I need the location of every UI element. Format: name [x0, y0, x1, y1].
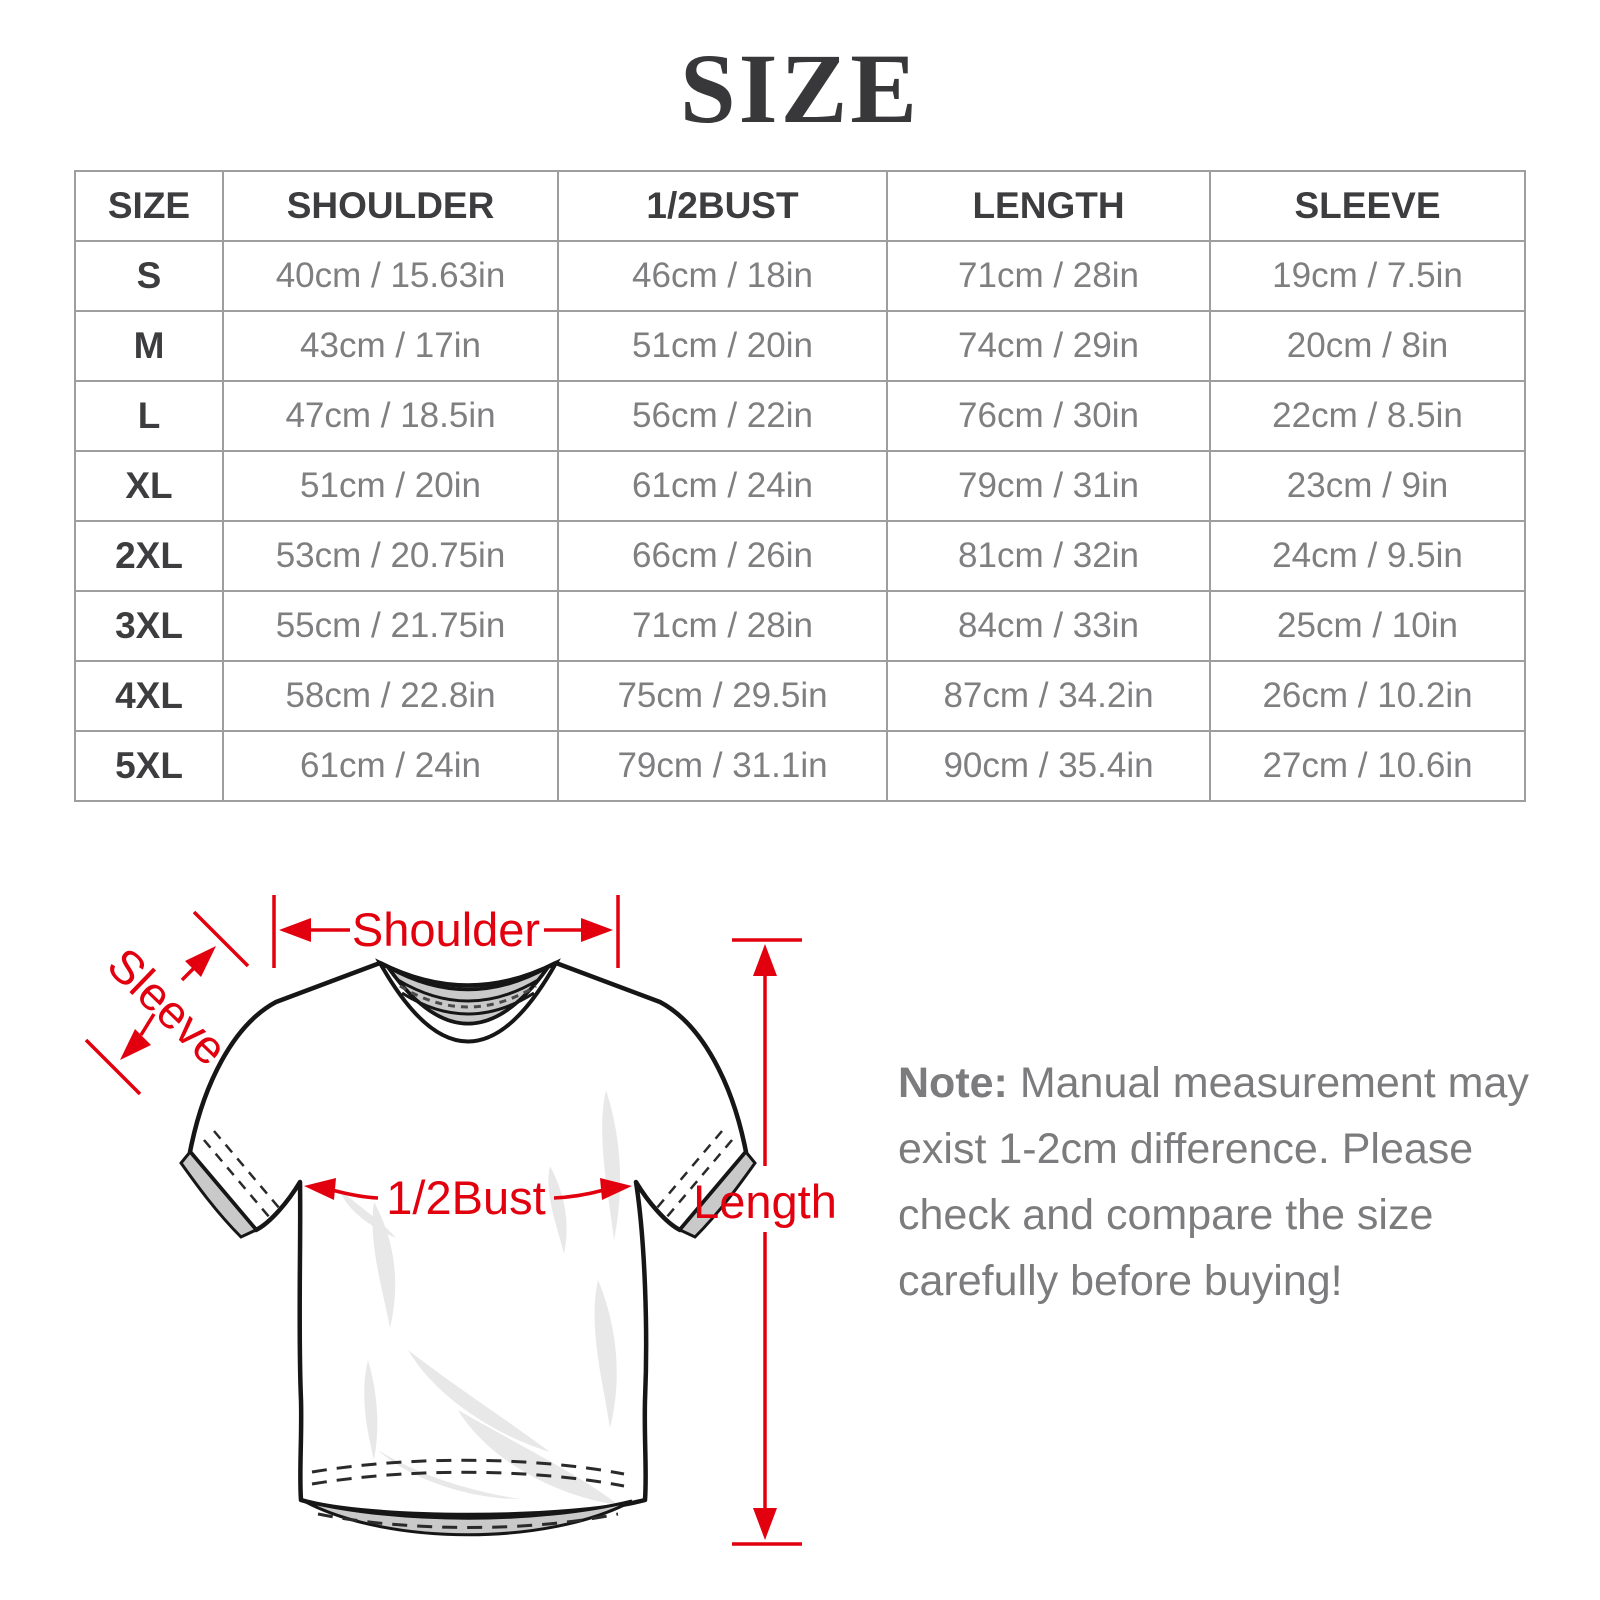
shoulder-cell: 53cm / 20.75in — [222, 520, 559, 592]
bust-arrow: 1/2Bust — [304, 1171, 632, 1224]
note-line: exist 1-2cm difference. Please — [898, 1125, 1474, 1173]
shoulder-cell: 58cm / 22.8in — [222, 660, 559, 732]
bust-cell: 79cm / 31.1in — [557, 730, 888, 802]
length-cell: 79cm / 31in — [886, 450, 1211, 522]
bust-cell: 51cm / 20in — [557, 310, 888, 382]
length-cell: 87cm / 34.2in — [886, 660, 1211, 732]
table-row-xl: XL 51cm / 20in 61cm / 24in 79cm / 31in 2… — [74, 450, 1526, 522]
collar-inner — [386, 965, 550, 1026]
note-text: Note: Manual measurement may exist 1-2cm… — [898, 1050, 1548, 1314]
hem-underside — [303, 1499, 633, 1537]
bust-cell: 46cm / 18in — [557, 240, 888, 312]
sleeve-cell: 22cm / 8.5in — [1209, 380, 1526, 452]
sleeve-cell: 20cm / 8in — [1209, 310, 1526, 382]
shoulder-cell: 51cm / 20in — [222, 450, 559, 522]
note-line: Note: Manual measurement may — [898, 1050, 1548, 1116]
shoulder-cell: 61cm / 24in — [222, 730, 559, 802]
bust-label: 1/2Bust — [386, 1171, 545, 1224]
column-header-length: LENGTH — [886, 170, 1211, 242]
column-header-shoulder: SHOULDER — [222, 170, 559, 242]
shoulder-cell: 40cm / 15.63in — [222, 240, 559, 312]
table-row-l: L 47cm / 18.5in 56cm / 22in 76cm / 30in … — [74, 380, 1526, 452]
size-table: SIZE SHOULDER 1/2BUST LENGTH SLEEVE S 40… — [74, 170, 1526, 802]
shoulder-cell: 55cm / 21.75in — [222, 590, 559, 662]
length-cell: 84cm / 33in — [886, 590, 1211, 662]
left-cuff-underside — [179, 1149, 259, 1239]
size-cell: 3XL — [74, 590, 224, 662]
size-cell: XL — [74, 450, 224, 522]
tshirt-drawing — [179, 958, 757, 1537]
measurement-diagram: Shoulder Sleeve — [0, 850, 1600, 1600]
sleeve-cell: 26cm / 10.2in — [1209, 660, 1526, 732]
length-cell: 90cm / 35.4in — [886, 730, 1211, 802]
collar-stitching — [397, 978, 539, 1016]
note-line-text: Manual measurement may — [1019, 1059, 1529, 1107]
sleeve-cell: 23cm / 9in — [1209, 450, 1526, 522]
shoulder-cell: 47cm / 18.5in — [222, 380, 559, 452]
fabric-wrinkles — [340, 1090, 621, 1505]
shoulder-arrow: Shoulder — [272, 895, 620, 968]
column-header-size: SIZE — [74, 170, 224, 242]
size-cell: 2XL — [74, 520, 224, 592]
table-row-s: S 40cm / 15.63in 46cm / 18in 71cm / 28in… — [74, 240, 1526, 312]
bust-cell: 56cm / 22in — [557, 380, 888, 452]
tshirt-body — [187, 960, 749, 1518]
table-row-2xl: 2XL 53cm / 20.75in 66cm / 26in 81cm / 32… — [74, 520, 1526, 592]
shoulder-label: Shoulder — [352, 903, 540, 956]
length-cell: 74cm / 29in — [886, 310, 1211, 382]
column-header-bust: 1/2BUST — [557, 170, 888, 242]
table-row-5xl: 5XL 61cm / 24in 79cm / 31.1in 90cm / 35.… — [74, 730, 1526, 802]
tshirt-diagram-svg: Shoulder Sleeve — [84, 895, 837, 1546]
hem-stitching — [311, 1458, 625, 1529]
length-cell: 76cm / 30in — [886, 380, 1211, 452]
size-cell: M — [74, 310, 224, 382]
size-cell: L — [74, 380, 224, 452]
sleeve-cell: 24cm / 9.5in — [1209, 520, 1526, 592]
table-row-3xl: 3XL 55cm / 21.75in 71cm / 28in 84cm / 33… — [74, 590, 1526, 662]
length-cell: 71cm / 28in — [886, 240, 1211, 312]
column-header-sleeve: SLEEVE — [1209, 170, 1526, 242]
bust-cell: 71cm / 28in — [557, 590, 888, 662]
size-cell: 5XL — [74, 730, 224, 802]
note-line: check and compare the size — [898, 1191, 1434, 1239]
right-cuff-underside — [677, 1149, 757, 1239]
bust-cell: 66cm / 26in — [557, 520, 888, 592]
sleeve-label: Sleeve — [98, 937, 238, 1075]
size-cell: 4XL — [74, 660, 224, 732]
sleeve-cell: 19cm / 7.5in — [1209, 240, 1526, 312]
page-title: SIZE — [680, 33, 920, 144]
shoulder-cell: 43cm / 17in — [222, 310, 559, 382]
sleeve-cell: 25cm / 10in — [1209, 590, 1526, 662]
table-row-m: M 43cm / 17in 51cm / 20in 74cm / 29in 20… — [74, 310, 1526, 382]
bust-cell: 75cm / 29.5in — [557, 660, 888, 732]
size-cell: S — [74, 240, 224, 312]
note-line: carefully before buying! — [898, 1257, 1343, 1305]
note-prefix: Note: — [898, 1059, 1008, 1107]
sleeve-cell: 27cm / 10.6in — [1209, 730, 1526, 802]
table-header-row: SIZE SHOULDER 1/2BUST LENGTH SLEEVE — [74, 170, 1526, 242]
length-cell: 81cm / 32in — [886, 520, 1211, 592]
length-arrow: Length — [693, 938, 837, 1546]
length-label: Length — [693, 1175, 837, 1228]
table-row-4xl: 4XL 58cm / 22.8in 75cm / 29.5in 87cm / 3… — [74, 660, 1526, 732]
bust-cell: 61cm / 24in — [557, 450, 888, 522]
